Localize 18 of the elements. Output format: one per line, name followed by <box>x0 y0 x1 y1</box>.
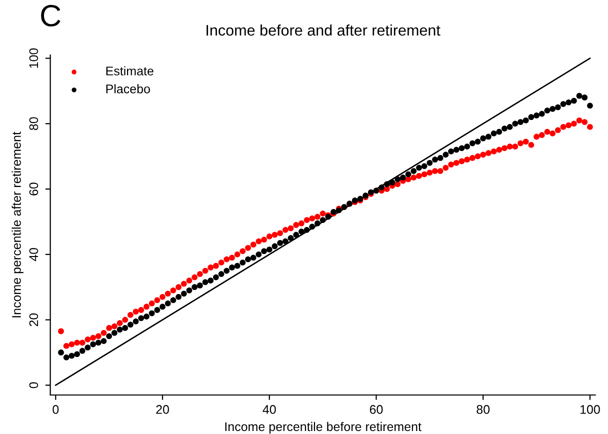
chart-title: Income before and after retirement <box>206 24 440 36</box>
x-tick-label: 0 <box>52 405 59 414</box>
x-tick-label: 80 <box>476 405 490 414</box>
x-axis-title: Income percentile before retirement <box>225 422 422 434</box>
x-tick-label: 20 <box>156 405 169 414</box>
y-axis-title: Income percentile after retirement <box>12 132 24 318</box>
x-tick-label: 40 <box>262 405 276 414</box>
y-tick-label: 0 <box>29 382 38 388</box>
legend-label: Placebo <box>106 84 150 94</box>
x-tick-label: 60 <box>370 405 383 414</box>
legend-label: Estimate <box>106 66 154 76</box>
y-tick-label: 60 <box>29 182 38 196</box>
y-tick-label: 40 <box>29 248 38 262</box>
text: C <box>41 4 60 27</box>
y-tick-label: 100 <box>29 48 38 68</box>
y-tick-label: 80 <box>29 117 38 130</box>
y-tick-label: 20 <box>29 313 38 326</box>
x-tick-label: 100 <box>580 405 600 414</box>
